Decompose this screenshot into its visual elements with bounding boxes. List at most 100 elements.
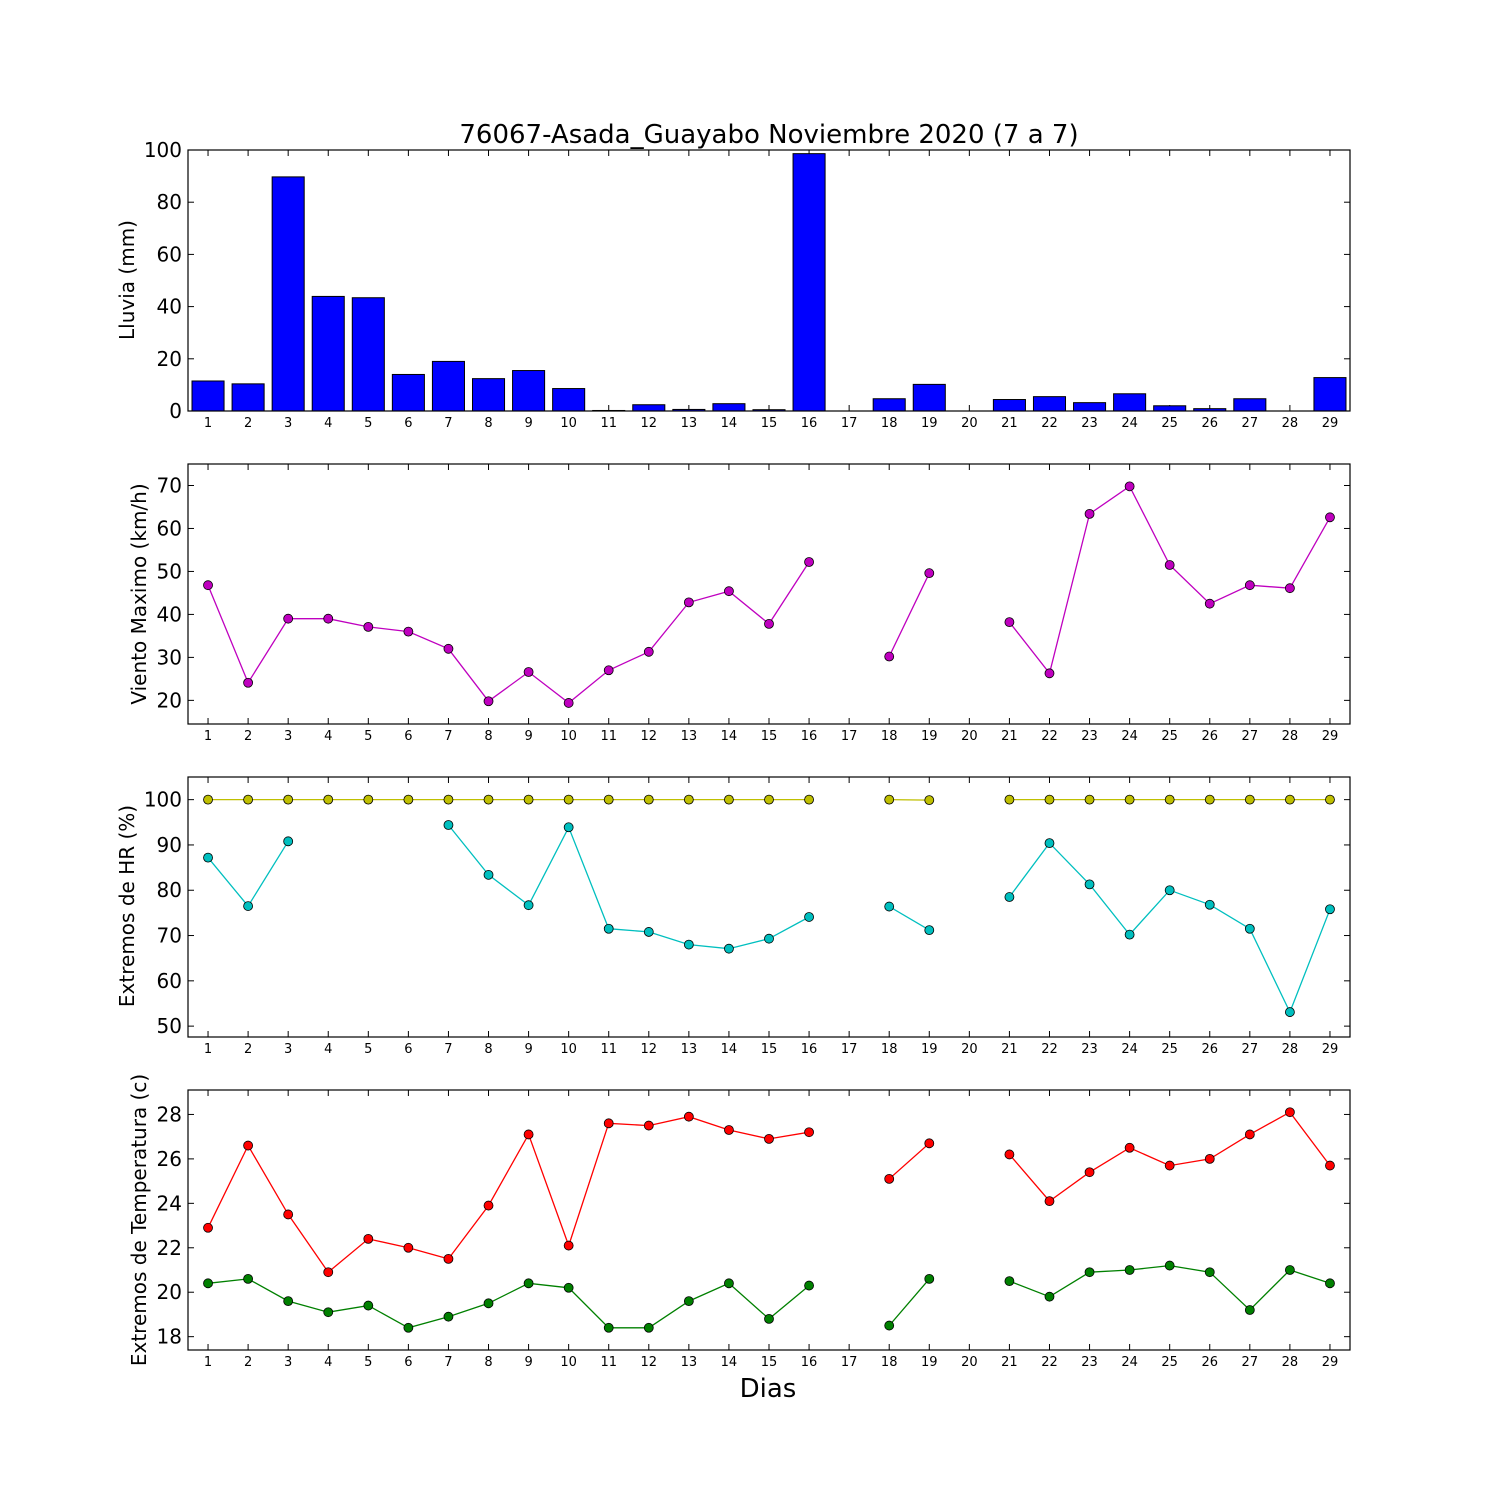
humidity-series-1-point	[1284, 1007, 1295, 1017]
temperature-series-0-point	[1325, 1160, 1335, 1171]
wind-series-0-point	[1204, 598, 1215, 609]
temperature-series-0-point	[764, 1133, 774, 1144]
temperature-series-0-point	[1204, 1153, 1215, 1164]
humidity-series-0-point	[804, 794, 814, 805]
humidity-series-0-point	[283, 794, 294, 805]
wind-y-tick-label: 70	[157, 473, 182, 497]
wind-axes-frame	[187, 463, 1351, 725]
rainfall-bar	[1113, 393, 1147, 412]
humidity-series-0-point	[724, 794, 734, 805]
temperature-series-0-point	[443, 1253, 454, 1264]
wind-x-tick-label: 25	[1161, 729, 1178, 744]
temperature-x-tick-label: 14	[721, 1355, 738, 1370]
rainfall-x-tick-label: 27	[1242, 416, 1259, 431]
temperature-series-0-point	[1084, 1167, 1095, 1178]
temperature-series-0-point	[283, 1209, 294, 1220]
humidity-series-1-point	[643, 927, 654, 937]
humidity-series-0-point	[403, 794, 414, 805]
humidity-series-0-point	[363, 794, 374, 805]
rainfall-x-tick-label: 4	[324, 416, 332, 431]
wind-series-0-point	[804, 557, 814, 567]
humidity-series-0-point	[884, 794, 895, 805]
temperature-series-1-point	[1124, 1265, 1135, 1275]
humidity-series-0-point	[924, 795, 935, 806]
wind-series-0-point	[683, 597, 694, 608]
rainfall-y-tick-label: 40	[157, 295, 182, 319]
temperature-x-tick-label: 9	[524, 1355, 532, 1370]
wind-series-0-point	[243, 677, 254, 688]
wind-series-0-point	[1084, 508, 1095, 519]
rainfall-x-tick-label: 7	[444, 416, 452, 431]
wind-plot-area	[188, 464, 1350, 724]
temperature-y-axis-label: Extremos de Temperatura (c)	[127, 1074, 151, 1366]
humidity-x-tick-label: 6	[404, 1042, 412, 1057]
temperature-x-tick-label: 5	[364, 1355, 372, 1370]
rainfall-bar	[712, 403, 746, 412]
rainfall-bar	[351, 297, 385, 412]
wind-series-0-point	[603, 665, 614, 676]
rainfall-x-tick-label: 11	[600, 416, 617, 431]
humidity-series-1-point	[523, 900, 534, 911]
rainfall-bar	[1313, 377, 1347, 412]
temperature-x-tick-label: 15	[761, 1355, 778, 1370]
temperature-series-0-point	[1044, 1196, 1055, 1207]
rainfall-bar	[231, 383, 265, 412]
humidity-x-tick-label: 14	[721, 1042, 738, 1057]
temperature-series-0-point	[1004, 1149, 1015, 1160]
temperature-series-1-point	[603, 1322, 614, 1333]
temperature-series-1-line	[888, 1278, 930, 1327]
rainfall-bar	[431, 360, 465, 412]
humidity-series-0-point	[1164, 794, 1175, 805]
humidity-series-0-point	[243, 794, 254, 805]
temperature-panel: Extremos de Temperatura (c) 182022242628…	[127, 1074, 1351, 1370]
humidity-x-tick-label: 20	[961, 1042, 978, 1057]
humidity-series-0-line	[889, 798, 930, 801]
wind-y-tick-label: 30	[157, 645, 182, 669]
humidity-x-tick-label: 1	[204, 1042, 212, 1057]
wind-x-tick-label: 16	[801, 729, 818, 744]
temperature-x-tick-label: 26	[1201, 1355, 1218, 1370]
humidity-series-1-point	[283, 836, 294, 847]
humidity-series-1-point	[563, 822, 574, 833]
rainfall-x-tick-label: 15	[761, 416, 778, 431]
humidity-x-tick-label: 26	[1201, 1042, 1218, 1057]
temperature-series-0-point	[203, 1222, 213, 1233]
temperature-series-1-point	[323, 1307, 334, 1318]
humidity-y-tick-label: 80	[157, 878, 182, 902]
humidity-series-1-point	[203, 852, 213, 863]
rainfall-x-tick-label: 9	[524, 416, 532, 431]
humidity-x-tick-label: 15	[761, 1042, 778, 1057]
temperature-x-tick-label: 25	[1161, 1355, 1178, 1370]
wind-y-tick-label: 40	[157, 602, 182, 626]
rainfall-x-tick-label: 12	[641, 416, 658, 431]
wind-y-tick-label: 60	[157, 516, 182, 540]
humidity-x-tick-label: 24	[1121, 1042, 1138, 1057]
temperature-series-0-point	[243, 1140, 254, 1151]
temperature-series-1-point	[563, 1282, 574, 1293]
humidity-series-0-point	[683, 794, 694, 805]
temperature-x-tick-label: 27	[1242, 1355, 1259, 1370]
temperature-x-tick-label: 4	[324, 1355, 332, 1370]
humidity-series-1-line	[888, 905, 930, 931]
humidity-series-1-point	[603, 923, 614, 934]
wind-series-0-point	[523, 667, 534, 677]
rainfall-x-tick-label: 6	[404, 416, 412, 431]
humidity-series-1-point	[1164, 885, 1175, 896]
temperature-series-1-point	[1204, 1267, 1215, 1278]
wind-series-0-point	[1325, 512, 1335, 523]
wind-y-axis-label: Viento Maximo (km/h)	[127, 483, 151, 704]
humidity-x-tick-label: 29	[1322, 1042, 1339, 1057]
temperature-plot-area	[188, 1090, 1350, 1350]
temperature-series-0-point	[1124, 1142, 1135, 1153]
temperature-series-1-line	[207, 1278, 810, 1329]
humidity-series-0-point	[483, 794, 494, 805]
humidity-series-0-point	[1044, 794, 1055, 805]
wind-series-0-point	[1164, 560, 1175, 570]
temperature-x-tick-label: 7	[444, 1355, 452, 1370]
wind-x-tick-label: 19	[921, 729, 938, 744]
rainfall-x-tick-label: 24	[1121, 416, 1138, 431]
humidity-series-1-point	[764, 933, 774, 944]
humidity-x-tick-label: 5	[364, 1042, 372, 1057]
